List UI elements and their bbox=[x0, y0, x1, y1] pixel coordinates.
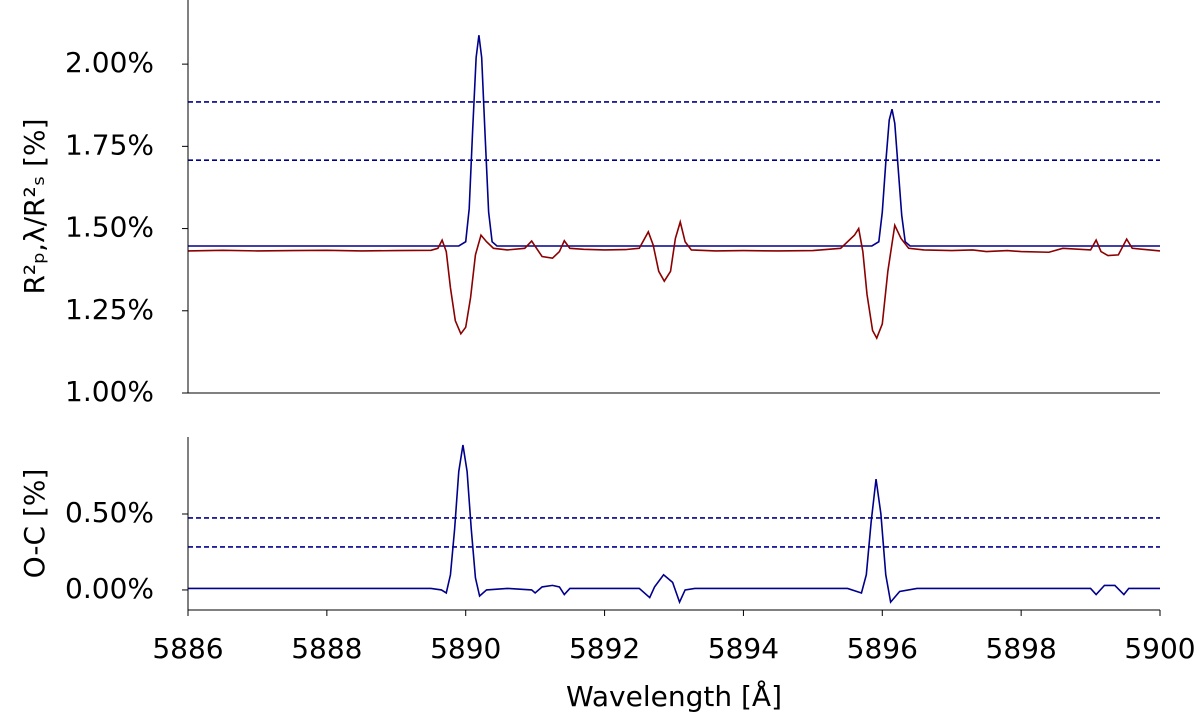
y-tick-label: 1.50% bbox=[65, 211, 154, 244]
x-tick-label: 5900 bbox=[1124, 632, 1195, 665]
x-tick-label: 5890 bbox=[430, 632, 501, 665]
x-tick-label: 5898 bbox=[986, 632, 1057, 665]
y-axis-label: R²ₚ,λ/R²ₛ [%] bbox=[18, 118, 51, 294]
data-line bbox=[188, 35, 1160, 247]
x-tick-label: 5894 bbox=[708, 632, 779, 665]
y-axis-label: O-C [%] bbox=[18, 469, 51, 579]
x-tick-label: 5892 bbox=[569, 632, 640, 665]
x-axis-label: Wavelength [Å] bbox=[566, 679, 782, 713]
y-tick-label: 1.75% bbox=[65, 128, 154, 161]
y-tick-label: 1.00% bbox=[65, 375, 154, 408]
data-line bbox=[188, 444, 1160, 605]
y-tick-label: 1.25% bbox=[65, 293, 154, 326]
x-tick-label: 5888 bbox=[291, 632, 362, 665]
panel: 0.00% 0.50% 5886 5888 5890 5892 5894 5896 5898 59… bbox=[18, 437, 1196, 713]
y-tick-label: 0.00% bbox=[65, 572, 154, 605]
data-line bbox=[187, 218, 1161, 340]
x-tick-label: 5896 bbox=[847, 632, 918, 665]
panel: 1.00% 1.25% 1.50% 1.75% 2.00% R²ₚ,λ/R²ₛ [%] bbox=[18, 0, 1161, 408]
y-tick-label: 2.00% bbox=[65, 46, 154, 79]
y-tick-label: 0.50% bbox=[65, 496, 154, 529]
x-tick-label: 5886 bbox=[152, 632, 223, 665]
